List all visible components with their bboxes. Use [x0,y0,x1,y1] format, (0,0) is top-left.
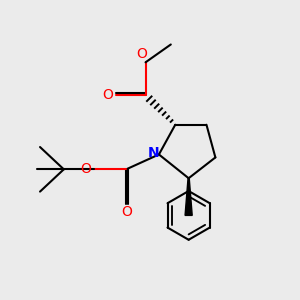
Text: O: O [136,47,147,61]
Text: N: N [148,146,159,160]
Text: O: O [102,88,113,102]
Text: O: O [121,205,132,219]
Polygon shape [185,178,192,215]
Text: O: O [80,162,91,176]
